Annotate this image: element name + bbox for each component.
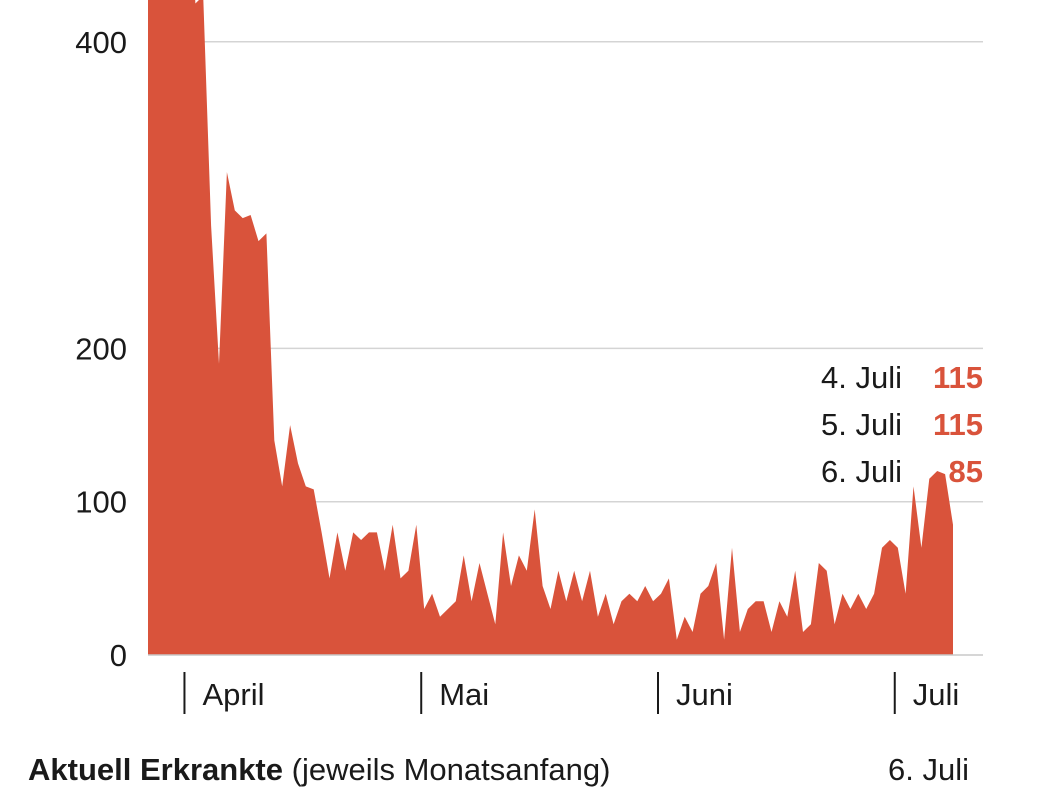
footer-subtitle: (jeweils Monatsanfang) (291, 752, 611, 787)
footer-title: Aktuell Erkrankte (28, 752, 283, 787)
recent-values-annotation: 4. Juli 115 5. Juli 115 6. Juli 85 (821, 360, 983, 489)
footer-caption: Aktuell Erkrankte (jeweils Monatsanfang) (28, 752, 610, 788)
month-label: Juli (913, 677, 960, 712)
month-label: Juni (676, 677, 733, 712)
y-tick-label: 0 (110, 638, 127, 673)
month-label: Mai (439, 677, 489, 712)
y-tick-label: 200 (75, 331, 127, 366)
y-axis-tick-labels: 0100200400600800 (75, 25, 127, 673)
recent-value: 115 (933, 407, 983, 442)
recent-value: 85 (949, 454, 983, 489)
recent-date: 6. Juli (821, 454, 902, 489)
y-tick-label: 400 (75, 25, 127, 60)
footer-date: 6. Juli (888, 752, 969, 787)
recent-value: 115 (933, 360, 983, 395)
x-axis-month-labels: April Mai Juni Juli (183, 672, 960, 714)
month-label: April (202, 677, 264, 712)
area-series (148, 0, 953, 655)
recent-date: 5. Juli (821, 407, 902, 442)
y-tick-label: 100 (75, 485, 127, 520)
recent-date: 4. Juli (821, 360, 902, 395)
